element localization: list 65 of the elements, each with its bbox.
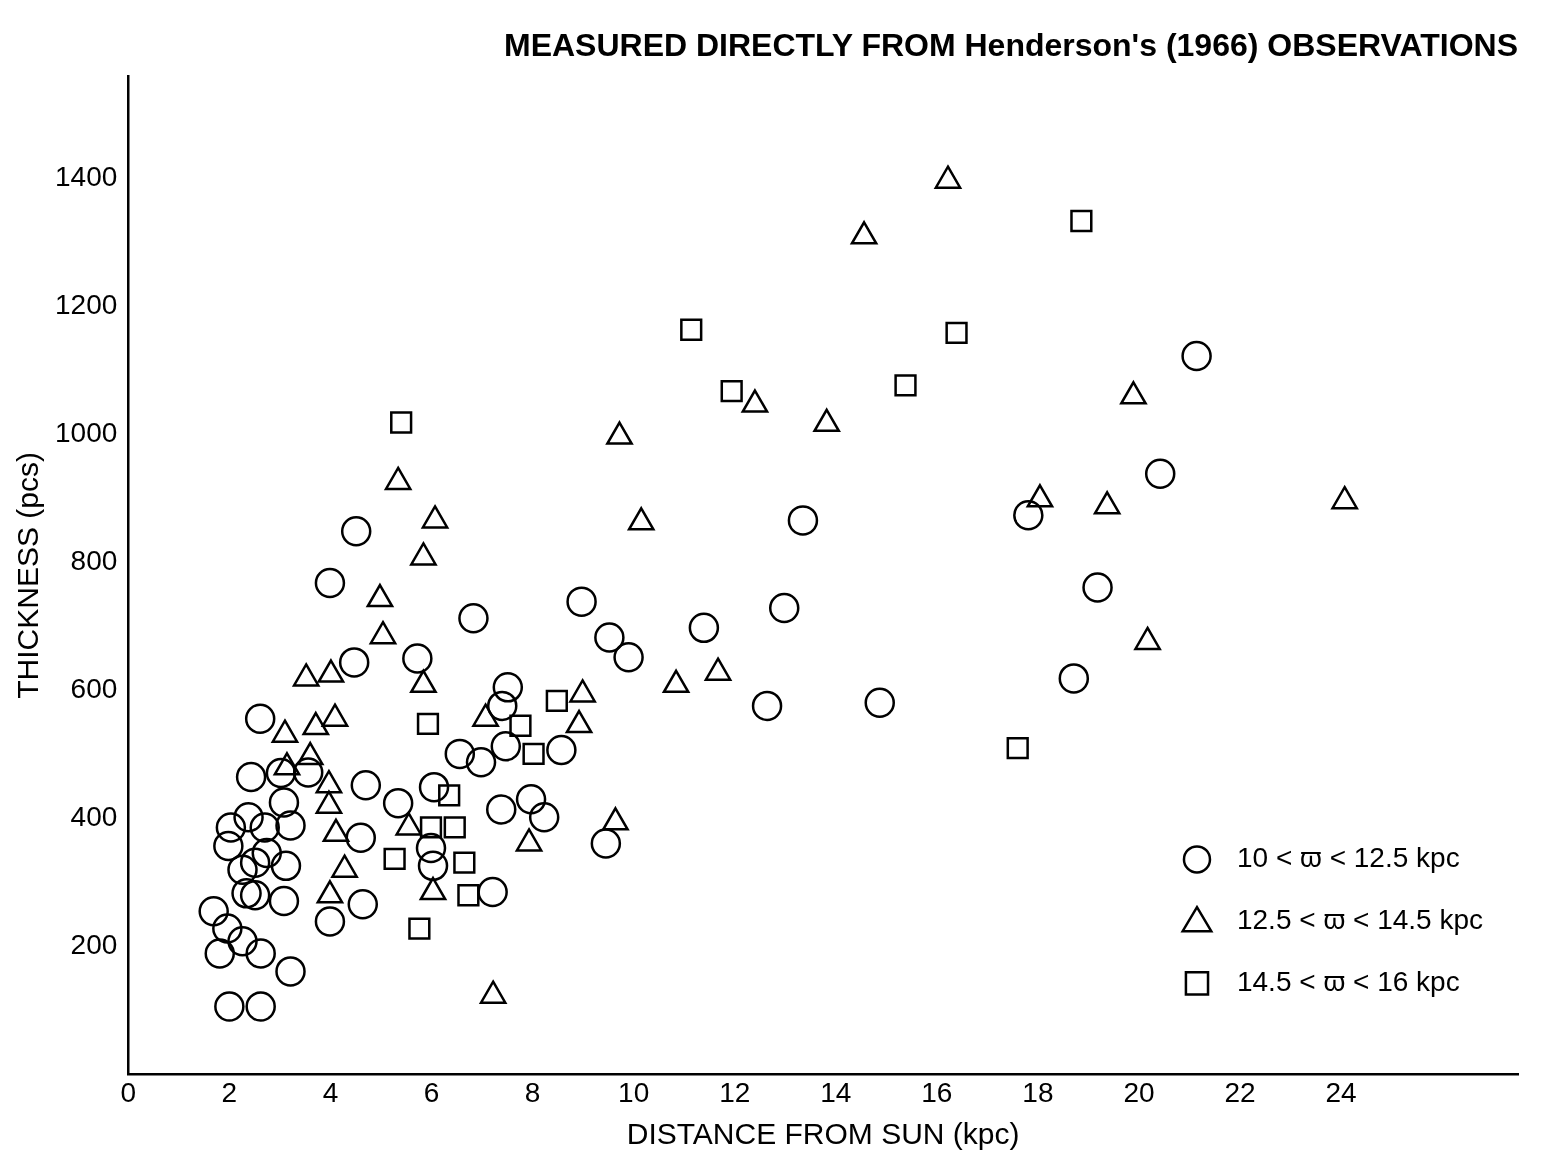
point <box>421 505 449 529</box>
point <box>569 679 596 703</box>
point <box>317 659 345 683</box>
y-axis-title: THICKNESS (pcs) <box>11 452 45 699</box>
point <box>292 663 320 687</box>
y-tick-label: 800 <box>70 545 118 577</box>
point <box>410 669 437 694</box>
point <box>1134 626 1161 651</box>
point <box>606 421 633 445</box>
point <box>565 709 593 734</box>
point <box>741 389 769 413</box>
legend-label: 10 < ϖ < 12.5 kpc <box>1236 842 1460 874</box>
point <box>369 620 397 645</box>
x-tick-label: 22 <box>1224 1076 1256 1108</box>
y-tick-label: 1400 <box>54 161 118 193</box>
y-tick-label: 1200 <box>54 289 118 321</box>
x-tick-label: 12 <box>719 1076 751 1108</box>
x-tick-label: 6 <box>423 1076 440 1108</box>
point <box>515 828 543 852</box>
point <box>472 703 499 727</box>
x-tick-label: 18 <box>1022 1076 1054 1108</box>
x-tick-label: 14 <box>820 1076 852 1108</box>
point <box>1093 491 1121 515</box>
y-tick-label: 400 <box>70 801 118 833</box>
point <box>331 854 358 878</box>
point <box>1331 485 1359 510</box>
point <box>1026 484 1054 508</box>
x-tick-label: 4 <box>322 1076 339 1108</box>
point <box>322 818 350 843</box>
point <box>410 542 437 566</box>
x-tick-label: 8 <box>524 1076 541 1108</box>
x-axis-title: DISTANCE FROM SUN (kpc) <box>626 1117 1020 1151</box>
x-tick-label: 24 <box>1325 1076 1357 1108</box>
point <box>296 741 324 766</box>
point <box>316 880 344 904</box>
x-tick-label: 10 <box>618 1076 650 1108</box>
point <box>384 466 412 491</box>
point <box>704 657 732 681</box>
point <box>315 769 343 794</box>
point <box>813 408 841 433</box>
y-tick-label: 600 <box>70 673 118 705</box>
point <box>850 221 878 245</box>
point <box>273 752 301 776</box>
point <box>1120 381 1147 405</box>
point <box>321 703 349 727</box>
point <box>627 507 655 531</box>
x-tick-label: 0 <box>120 1076 137 1108</box>
x-tick-label: 16 <box>921 1076 953 1108</box>
point <box>662 669 690 694</box>
point <box>479 980 507 1004</box>
y-tick-label: 1000 <box>54 417 118 449</box>
x-tick-label: 20 <box>1123 1076 1155 1108</box>
point <box>366 583 394 608</box>
chart-title: MEASURED DIRECTLY FROM Henderson's (1966) OBSERVATIONS <box>503 27 1518 64</box>
x-tick-label: 2 <box>221 1076 238 1108</box>
point <box>602 807 629 831</box>
point <box>934 165 962 189</box>
point <box>419 876 447 901</box>
legend-label: 12.5 < ϖ < 14.5 kpc <box>1236 904 1484 936</box>
point <box>271 719 299 743</box>
point <box>395 812 423 836</box>
point <box>302 711 330 736</box>
y-tick-label: 200 <box>70 929 118 961</box>
point <box>315 790 343 814</box>
legend-label: 14.5 < ϖ < 16 kpc <box>1236 966 1460 998</box>
